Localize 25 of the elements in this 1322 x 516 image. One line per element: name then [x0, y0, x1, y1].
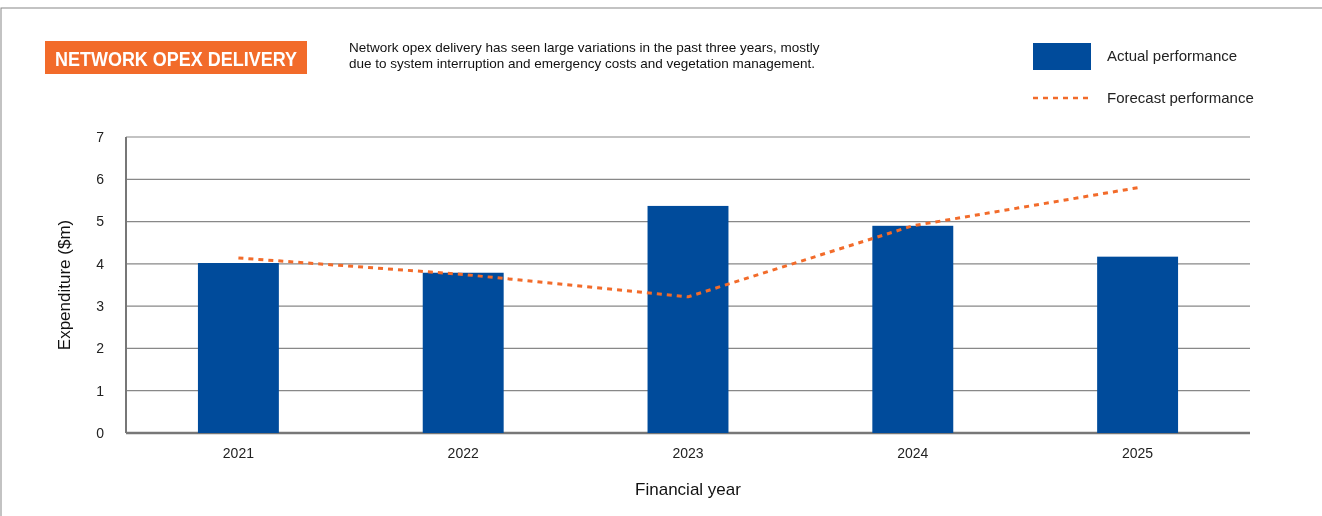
chart-title: NETWORK OPEX DELIVERY — [55, 47, 338, 70]
x-tick-label: 2025 — [1122, 445, 1154, 461]
x-tick-label: 2021 — [222, 445, 255, 461]
x-tick-label: 2022 — [447, 445, 479, 461]
line-series — [236, 186, 1140, 299]
x-axis-title: Financial year — [635, 480, 742, 499]
chart-subtitle: Network opex delivery has seen large variations in the past three years, mostly due to system interruption and emergency costs and vegetation management. — [349, 40, 820, 71]
legend-label: Forecast performance — [1107, 89, 1254, 107]
y-tick-label: 1 — [96, 382, 105, 399]
y-tick-label: 0 — [96, 424, 105, 441]
x-tick-label: 2023 — [672, 445, 704, 461]
y-tick-label: 5 — [96, 213, 105, 230]
y-tick-label: 4 — [96, 255, 105, 272]
legend-label: Actual performance — [1107, 47, 1238, 65]
bar — [647, 205, 729, 433]
y-tick-label: 7 — [96, 128, 105, 145]
bar — [197, 263, 279, 433]
x-tick-label: 2024 — [897, 445, 929, 461]
bar — [1097, 256, 1179, 433]
bar — [872, 225, 954, 433]
y-tick-label: 2 — [96, 340, 105, 357]
y-tick-label: 3 — [96, 298, 105, 315]
y-tick-label: 6 — [96, 171, 105, 188]
y-axis-title: Expenditure ($m) — [55, 219, 74, 351]
bar — [422, 272, 504, 433]
